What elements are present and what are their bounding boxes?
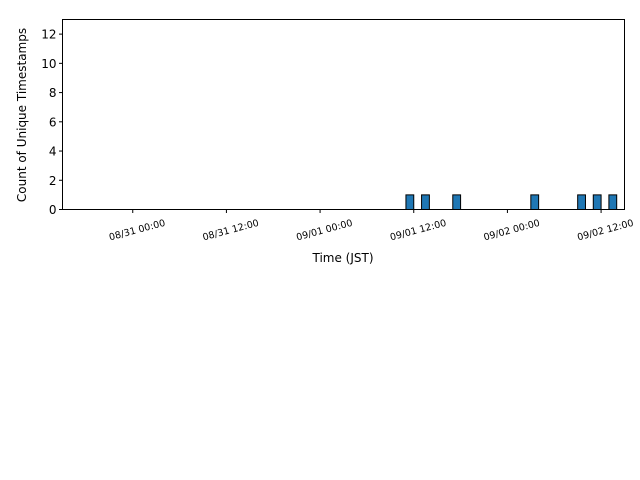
bar-4 — [577, 194, 586, 211]
y-tick-label: 12 — [41, 28, 56, 42]
x-tick-label: 09/01 12:00 — [389, 218, 448, 244]
x-tick-label: 08/31 00:00 — [108, 218, 167, 244]
x-axis-ticks: 08/31 00:00 08/31 12:00 09/01 00:00 09/01 1… — [108, 209, 635, 244]
y-tick-label: 4 — [49, 145, 57, 159]
y-axis-ticks: 0 2 4 6 8 10 12 — [41, 28, 63, 217]
y-tick-label: 8 — [49, 86, 57, 100]
bar-1 — [421, 194, 430, 211]
y-tick-label: 6 — [49, 115, 57, 129]
y-tick-label: 10 — [41, 57, 56, 71]
y-axis-label: Count of Unique Timestamps — [15, 28, 29, 202]
bar-0 — [405, 194, 415, 211]
bar-5 — [592, 194, 602, 211]
bars-group — [405, 194, 618, 211]
y-tick-label: 0 — [49, 203, 57, 217]
bar-2 — [452, 194, 462, 211]
y-tick-label: 2 — [49, 174, 57, 188]
plot-area-frame — [62, 19, 625, 210]
x-axis-label: Time (JST) — [311, 251, 373, 265]
x-tick-label: 09/01 00:00 — [295, 218, 354, 244]
x-tick-label: 09/02 12:00 — [576, 218, 635, 244]
bar-3 — [530, 194, 540, 211]
x-tick-label: 08/31 12:00 — [202, 218, 261, 244]
bar-6 — [608, 194, 618, 211]
x-tick-label: 09/02 00:00 — [483, 218, 542, 244]
